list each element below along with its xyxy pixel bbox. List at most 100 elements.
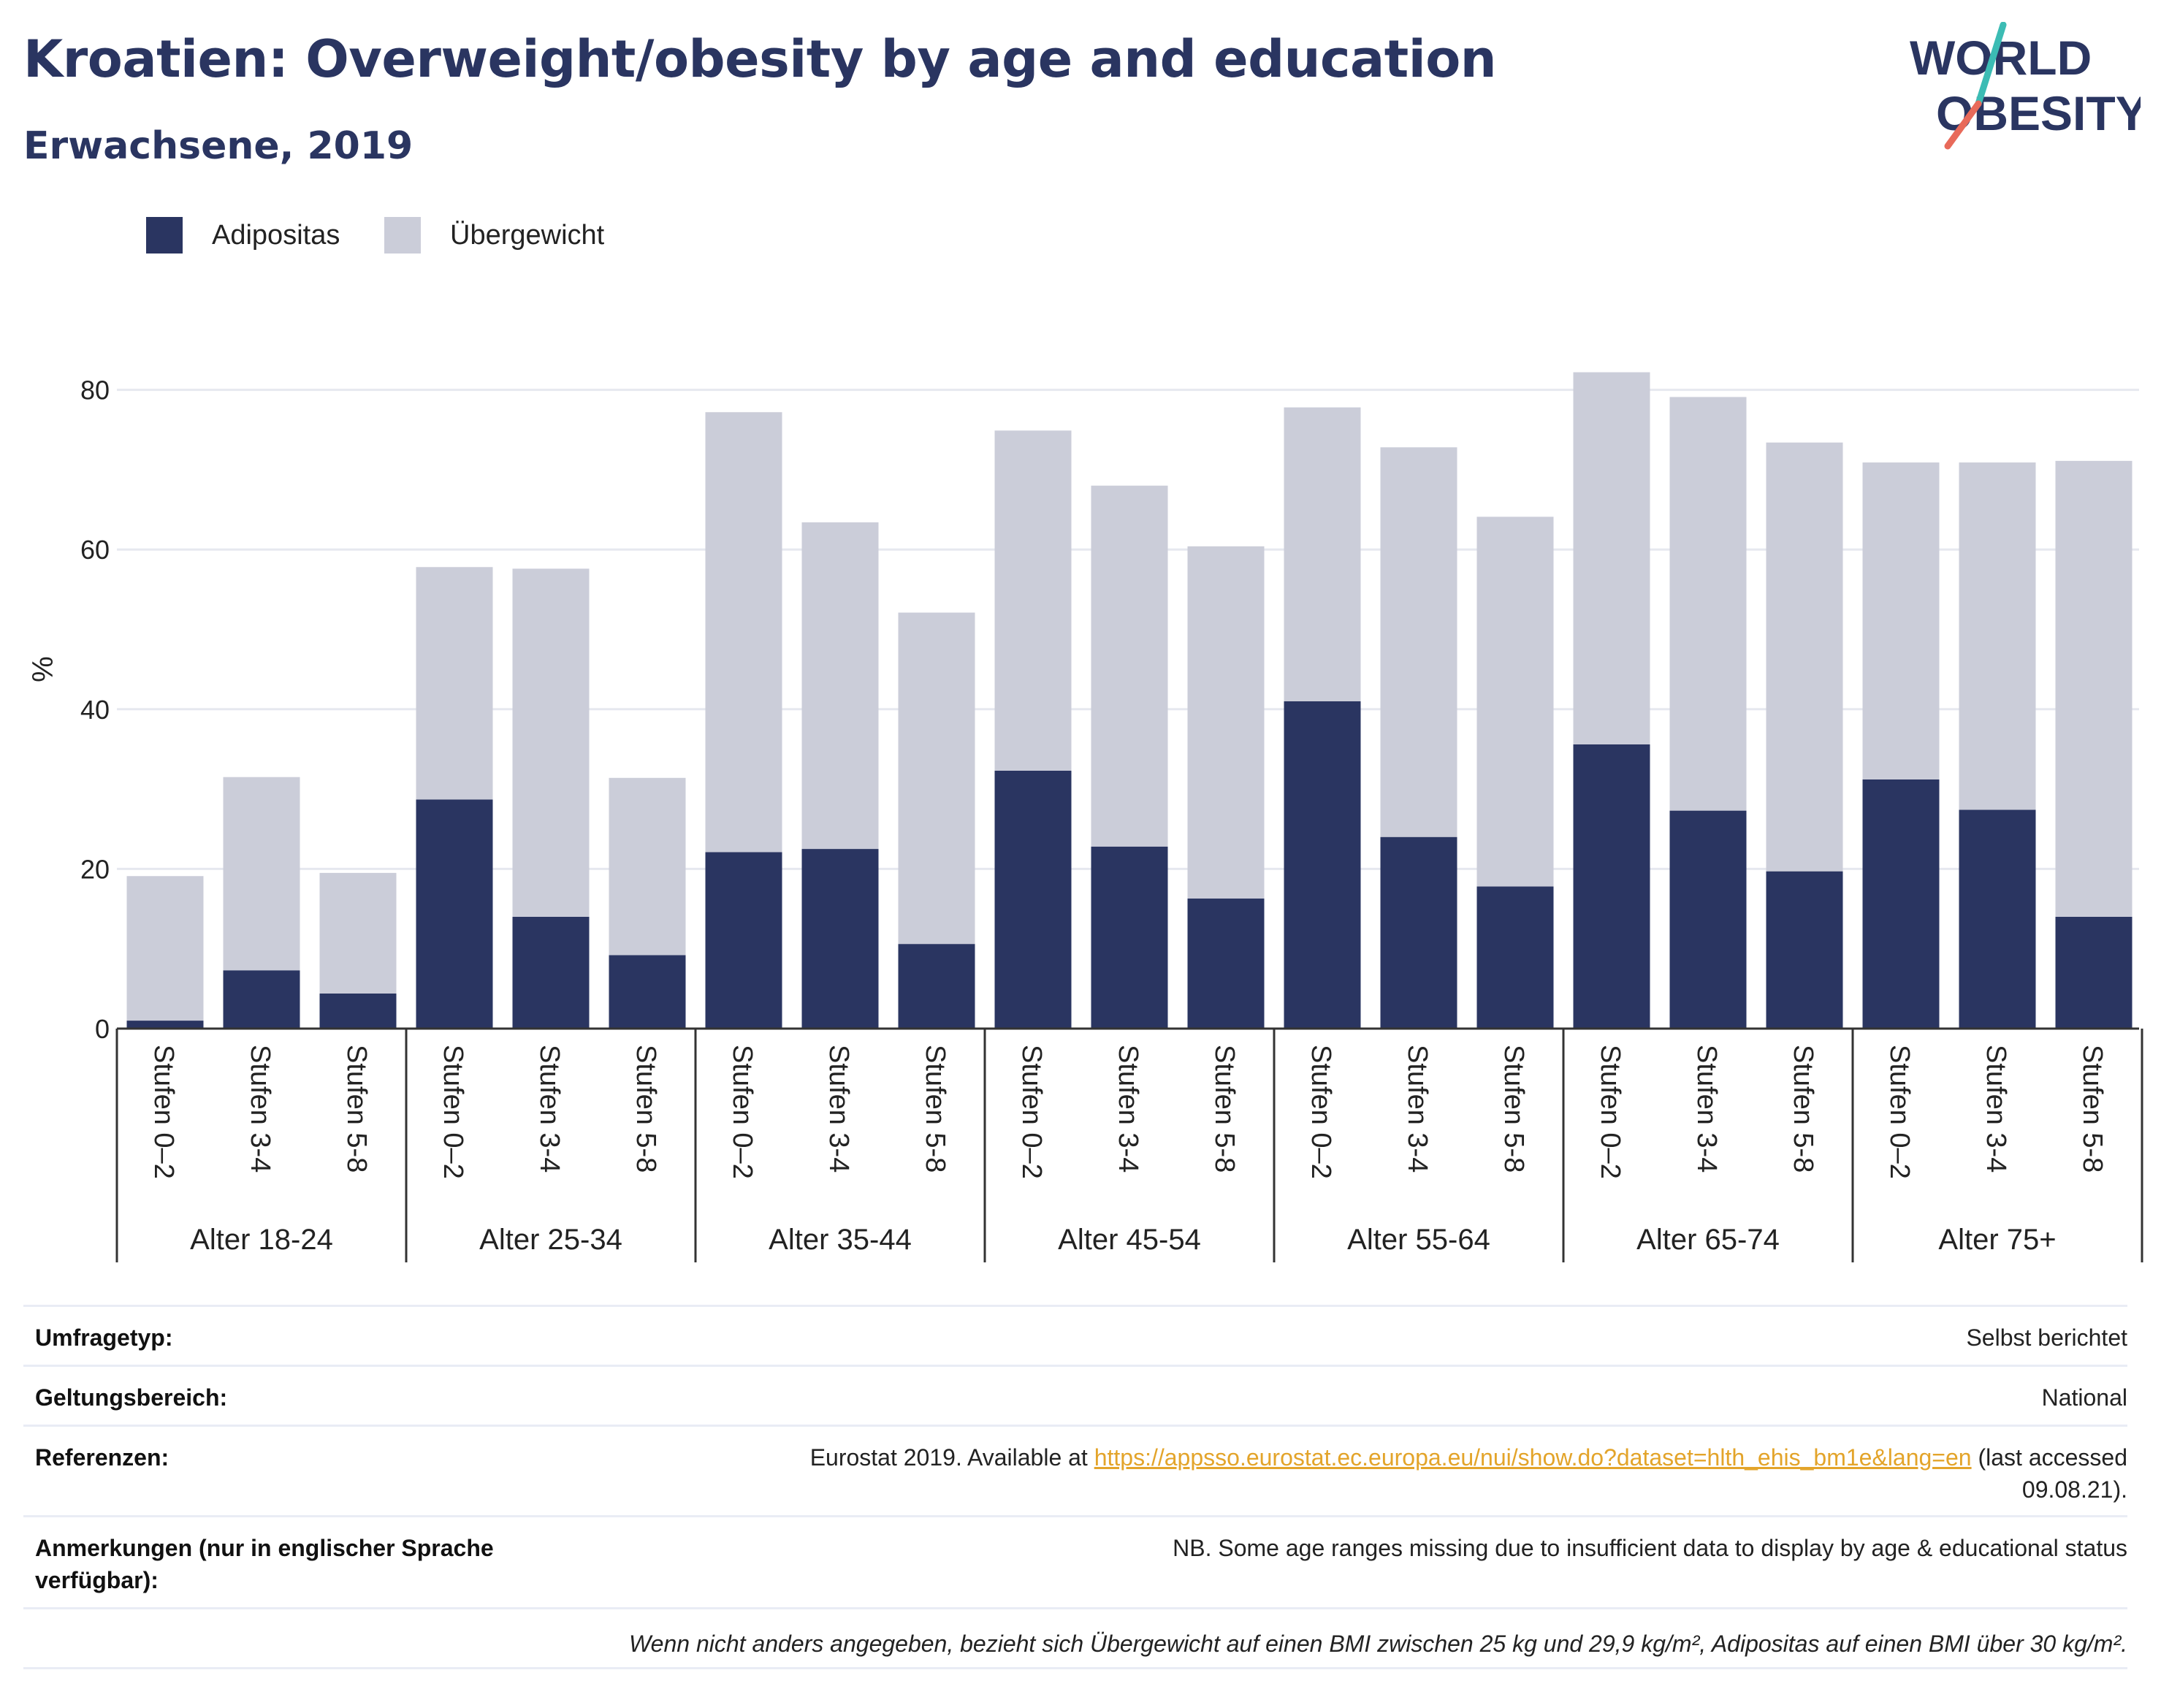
x-tick-label: Stufen 3-4 <box>245 1045 275 1173</box>
bar-obesity <box>1187 898 1265 1029</box>
bar-obesity <box>512 916 590 1029</box>
bar-overweight <box>223 777 300 971</box>
bar-obesity <box>126 1021 204 1029</box>
bar-obesity <box>223 970 300 1029</box>
x-tick-label: Stufen 5-8 <box>1498 1045 1529 1173</box>
reference-prefix: Eurostat 2019. Available at <box>809 1444 1094 1471</box>
bar-overweight <box>801 522 879 850</box>
meta-value-references: Eurostat 2019. Available at https://apps… <box>703 1441 2127 1506</box>
reference-line2: 09.08.21). <box>2021 1476 2127 1503</box>
x-tick-label: Stufen 5-8 <box>341 1045 372 1173</box>
bar-overweight <box>1766 442 1843 872</box>
x-tick-label: Stufen 0–2 <box>1595 1045 1625 1179</box>
bar-overweight <box>1187 546 1265 899</box>
x-tick-label: Stufen 5-8 <box>920 1045 950 1173</box>
meta-key-notes: Anmerkungen (nur in englischer Sprache v… <box>35 1535 494 1593</box>
meta-row-scope: Geltungsbereich: National <box>23 1365 2127 1427</box>
group-label: Alter 18-24 <box>190 1224 333 1256</box>
world-obesity-logo: WORLD OBESITY <box>1910 22 2141 150</box>
bar-overweight <box>1476 516 1554 887</box>
bar-obesity <box>319 993 397 1029</box>
logo-slash-coral <box>1944 100 1982 150</box>
bar-overweight <box>512 568 590 917</box>
bottom-rule <box>23 1667 2127 1669</box>
bar-obesity <box>1573 744 1650 1029</box>
x-tick-label: Stufen 0–2 <box>148 1045 179 1179</box>
footnote: Wenn nicht anders angegeben, bezieht sic… <box>629 1631 2127 1657</box>
y-tick-label: 0 <box>95 1014 110 1044</box>
bar-overweight <box>1380 447 1457 837</box>
bar-obesity <box>1862 779 1940 1029</box>
x-tick-label: Stufen 3-4 <box>1113 1045 1143 1173</box>
group-label: Alter 55-64 <box>1347 1224 1490 1256</box>
bar-overweight <box>609 777 686 956</box>
bar-obesity <box>1766 871 1843 1029</box>
legend-label-overweight: Übergewicht <box>450 219 605 251</box>
bar-obesity <box>994 770 1072 1029</box>
x-tick-label: Stufen 5-8 <box>1209 1045 1240 1173</box>
group-label: Alter 25-34 <box>479 1224 622 1256</box>
bar-overweight <box>1091 485 1168 847</box>
group-label: Alter 65-74 <box>1636 1224 1780 1256</box>
bar-obesity <box>801 849 879 1029</box>
x-tick-label: Stufen 0–2 <box>1884 1045 1915 1179</box>
x-tick-label: Stufen 0–2 <box>1016 1045 1047 1179</box>
bar-chart: 0 20 40 60 80% Stufen 0–2 Stufen 3-4 Stufen 5-8… <box>27 372 2143 1262</box>
bar-overweight <box>898 612 975 945</box>
x-tick-label: Stufen 0–2 <box>1306 1045 1336 1179</box>
meta-key-references: Referenzen: <box>35 1444 169 1471</box>
group-label: Alter 35-44 <box>769 1224 912 1256</box>
meta-value-scope: National <box>2041 1384 2127 1411</box>
reference-link[interactable]: https://appsso.eurostat.ec.europa.eu/nui… <box>1094 1444 1972 1471</box>
bar-obesity <box>1284 701 1361 1029</box>
x-tick-label: Stufen 5-8 <box>1788 1045 1818 1173</box>
bar-overweight <box>994 430 1072 771</box>
bar-obesity <box>1091 846 1168 1029</box>
x-tick-label: Stufen 3-4 <box>1981 1045 2011 1173</box>
bar-obesity <box>705 852 782 1029</box>
meta-key-survey-type: Umfragetyp: <box>35 1324 173 1351</box>
bar-obesity <box>1380 836 1457 1029</box>
x-tick-label: Stufen 3-4 <box>1402 1045 1433 1173</box>
bar-obesity <box>1959 809 2036 1029</box>
bar-obesity <box>1476 886 1554 1029</box>
x-tick-label: Stufen 3-4 <box>534 1045 565 1173</box>
legend-swatch-overweight <box>384 217 421 253</box>
x-tick-label: Stufen 5-8 <box>630 1045 661 1173</box>
reference-suffix: (last accessed <box>1971 1444 2127 1471</box>
logo-line2: OBESITY <box>1936 86 2141 140</box>
y-tick-label: 40 <box>80 695 110 725</box>
x-tick-label: Stufen 3-4 <box>1691 1045 1722 1173</box>
legend-item-overweight: Übergewicht <box>384 216 604 254</box>
y-axis-label: % <box>27 656 59 682</box>
bar-overweight <box>1284 407 1361 701</box>
x-tick-label: Stufen 0–2 <box>438 1045 468 1179</box>
meta-row-divider <box>23 1607 2127 1609</box>
group-label: Alter 45-54 <box>1058 1224 1201 1256</box>
bar-obesity <box>1669 810 1747 1029</box>
legend-swatch-obesity <box>146 217 183 253</box>
chart-title: Kroatien: Overweight/obesity by age and … <box>23 29 1497 89</box>
bar-overweight <box>126 876 204 1021</box>
bar-obesity <box>609 955 686 1029</box>
bar-overweight <box>319 872 397 994</box>
chart-subtitle: Erwachsene, 2019 <box>23 124 413 168</box>
meta-row-references: Referenzen: Eurostat 2019. Available at … <box>23 1425 2127 1517</box>
bar-overweight <box>1862 462 1940 779</box>
meta-row-notes: Anmerkungen (nur in englischer Sprache v… <box>23 1515 2127 1609</box>
meta-value-survey-type: Selbst berichtet <box>1966 1324 2127 1351</box>
x-tick-label: Stufen 0–2 <box>727 1045 758 1179</box>
logo-slash-teal <box>1975 22 2007 107</box>
bar-obesity <box>2055 916 2133 1029</box>
bar-overweight <box>2055 460 2133 917</box>
bar-overweight <box>1669 397 1747 811</box>
meta-value-notes: NB. Some age ranges missing due to insuf… <box>1173 1535 2127 1561</box>
y-tick-label: 80 <box>80 375 110 405</box>
bar-obesity <box>898 944 975 1029</box>
bar-overweight <box>705 412 782 853</box>
bar-overweight <box>416 567 493 800</box>
y-tick-label: 60 <box>80 535 110 565</box>
bar-obesity <box>416 799 493 1029</box>
y-tick-label: 20 <box>80 854 110 884</box>
x-tick-label: Stufen 5-8 <box>2077 1045 2108 1173</box>
